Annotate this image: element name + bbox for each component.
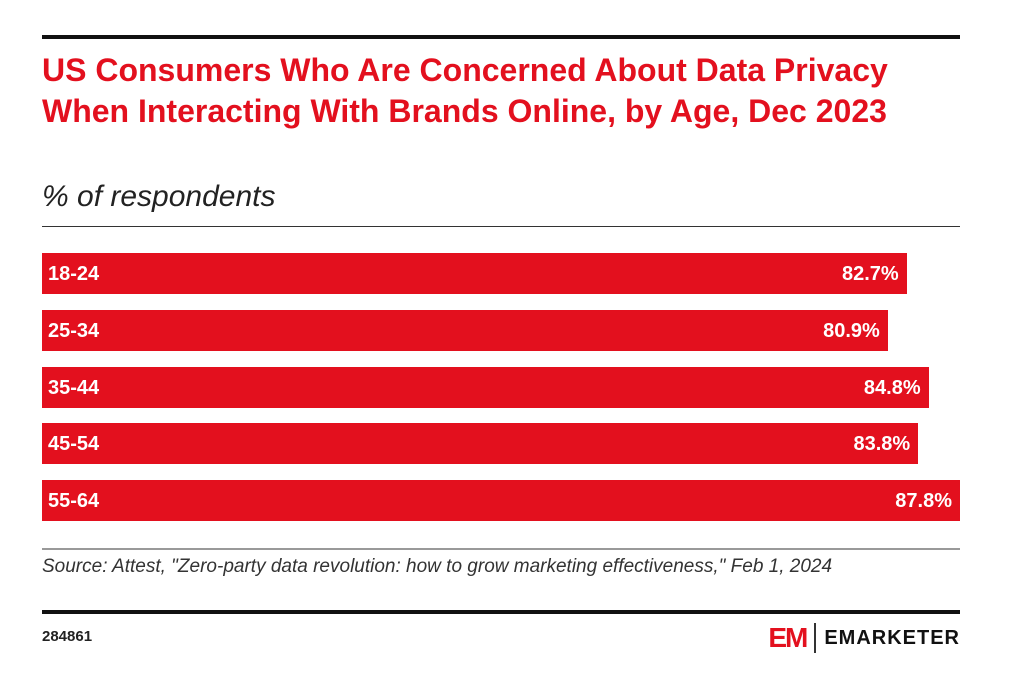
- chart-subtitle: % of respondents: [42, 180, 276, 213]
- value-label: 82.7%: [841, 263, 899, 285]
- category-label: 35-44: [48, 376, 100, 399]
- footer-divider: [42, 548, 960, 550]
- category-label: 25-34: [48, 319, 100, 342]
- chart-title: US Consumers Who Are Concerned About Dat…: [42, 52, 888, 129]
- bar-55-64: 55-64 87.8%: [42, 480, 960, 522]
- logo-separator: [814, 623, 817, 653]
- header-divider: [42, 226, 960, 227]
- bar-18-24: 18-24 82.7%: [42, 253, 907, 294]
- chart-id: 284861: [42, 628, 93, 645]
- bar-45-54: 45-54 83.8%: [42, 423, 919, 465]
- top-rule: [42, 35, 960, 39]
- category-label: 45-54: [48, 433, 100, 456]
- bar-25-34: 25-34 80.9%: [42, 309, 888, 351]
- bar-35-44: 35-44 84.8%: [42, 366, 929, 408]
- value-label: 87.8%: [895, 490, 952, 513]
- logo-name: EMARKETER: [824, 626, 960, 649]
- emarketer-logo: EM EMARKETER: [768, 622, 960, 654]
- bottom-rule: [42, 610, 960, 614]
- value-label: 83.8%: [853, 433, 911, 456]
- logo-mark: EM: [768, 622, 808, 653]
- category-label: 55-64: [48, 490, 100, 513]
- category-label: 18-24: [48, 263, 100, 285]
- value-label: 80.9%: [823, 319, 880, 342]
- value-label: 84.8%: [863, 376, 921, 399]
- source-note: Source: Attest, "Zero-party data revolut…: [42, 556, 833, 577]
